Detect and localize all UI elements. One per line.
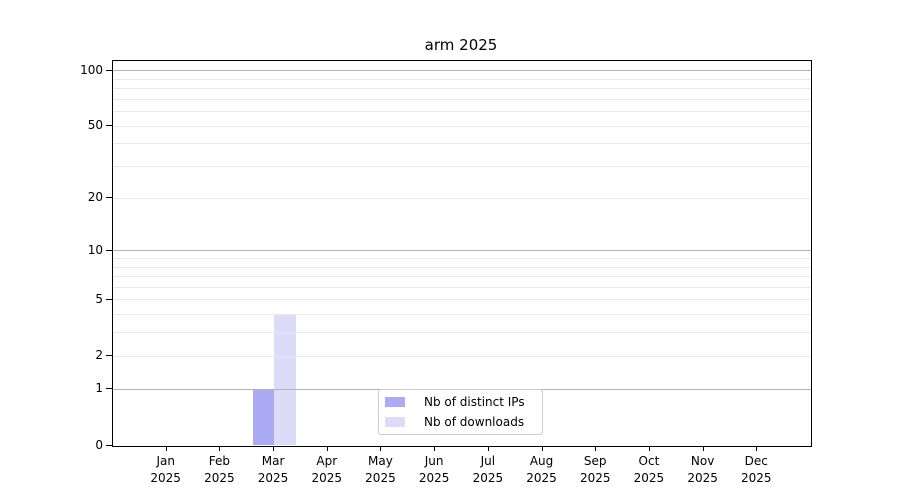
x-tick-label-year: 2025 bbox=[204, 470, 235, 485]
x-tick-label-year: 2025 bbox=[365, 470, 396, 485]
major-gridline bbox=[113, 250, 811, 252]
x-tick-label-month: Feb bbox=[208, 453, 230, 468]
y-tick-label: 0 bbox=[95, 437, 103, 452]
x-tick-label-year: 2025 bbox=[687, 470, 718, 485]
minor-gridline bbox=[113, 355, 811, 357]
minor-gridline bbox=[113, 125, 811, 127]
x-tick-label-year: 2025 bbox=[579, 470, 611, 485]
minor-gridline bbox=[113, 332, 811, 334]
y-tick-label: 5 bbox=[95, 291, 103, 306]
x-tick-label-year: 2025 bbox=[257, 470, 289, 485]
x-tick-label: Dec 2025 bbox=[728, 453, 784, 487]
x-tick-mark bbox=[165, 445, 167, 451]
y-tick-label: 1 bbox=[95, 381, 103, 396]
minor-gridline bbox=[113, 299, 811, 301]
legend-entry: Nb of downloads bbox=[385, 414, 536, 431]
x-tick-label-month: Jul bbox=[480, 453, 496, 468]
minor-gridline bbox=[113, 111, 811, 113]
x-tick-label: Nov 2025 bbox=[675, 453, 731, 487]
x-tick-label: Jun 2025 bbox=[406, 453, 462, 487]
x-tick-label-month: Dec bbox=[744, 453, 768, 468]
x-tick-label-month: Jun bbox=[424, 453, 444, 468]
x-tick-label-year: 2025 bbox=[741, 470, 772, 485]
x-tick-label-month: Sep bbox=[583, 453, 607, 468]
x-tick-label: Jul 2025 bbox=[460, 453, 516, 487]
x-tick-mark bbox=[702, 445, 704, 451]
plot-area bbox=[112, 59, 812, 447]
minor-gridline bbox=[113, 276, 811, 278]
x-tick-mark bbox=[756, 445, 758, 451]
x-tick-label-month: Nov bbox=[690, 453, 715, 468]
bar-nb-of-downloads bbox=[274, 314, 296, 446]
y-tick-label: 10 bbox=[87, 242, 103, 257]
chart-title: arm 2025 bbox=[424, 36, 498, 54]
y-tick-label: 2 bbox=[95, 348, 103, 363]
x-tick-label-year: 2025 bbox=[526, 470, 557, 485]
x-tick-mark bbox=[648, 445, 650, 451]
x-tick-mark bbox=[219, 445, 221, 451]
legend-label: Nb of downloads bbox=[424, 414, 525, 429]
legend-entry: Nb of distinct IPs bbox=[385, 394, 536, 411]
y-tick-mark bbox=[106, 197, 112, 199]
y-tick-label: 100 bbox=[80, 62, 103, 77]
y-tick-label: 20 bbox=[87, 190, 103, 205]
legend-label: Nb of distinct IPs bbox=[424, 395, 525, 410]
y-tick-label: 50 bbox=[87, 118, 103, 133]
minor-gridline bbox=[113, 143, 811, 145]
minor-gridline bbox=[113, 78, 811, 80]
y-tick-mark bbox=[106, 444, 112, 446]
x-tick-label-month: Apr bbox=[316, 453, 338, 468]
x-tick-label-month: Oct bbox=[638, 453, 660, 468]
x-tick-label: Apr 2025 bbox=[299, 453, 355, 487]
minor-gridline bbox=[113, 197, 811, 199]
legend-swatch bbox=[385, 397, 405, 408]
x-tick-label-year: 2025 bbox=[472, 470, 504, 485]
x-tick-label-year: 2025 bbox=[633, 470, 665, 485]
legend: Nb of distinct IPs Nb of downloads bbox=[378, 389, 543, 435]
x-tick-mark bbox=[273, 445, 275, 451]
y-tick-mark bbox=[106, 355, 112, 357]
x-tick-label-year: 2025 bbox=[311, 470, 343, 485]
y-tick-mark bbox=[106, 298, 112, 300]
legend-swatch bbox=[385, 416, 405, 427]
x-tick-mark bbox=[380, 445, 382, 451]
x-tick-label: May 2025 bbox=[352, 453, 408, 487]
x-tick-mark bbox=[326, 445, 328, 451]
x-tick-mark bbox=[487, 445, 489, 451]
x-tick-label-month: May bbox=[368, 453, 393, 468]
x-tick-label-month: Jan bbox=[156, 453, 175, 468]
y-tick-mark bbox=[106, 125, 112, 127]
major-gridline bbox=[113, 70, 811, 72]
x-tick-label: Sep 2025 bbox=[567, 453, 623, 487]
x-tick-mark bbox=[595, 445, 597, 451]
x-tick-label-year: 2025 bbox=[418, 470, 450, 485]
minor-gridline bbox=[113, 258, 811, 259]
x-tick-label: Jan 2025 bbox=[138, 453, 194, 487]
x-tick-mark bbox=[541, 445, 543, 451]
x-tick-label-month: Aug bbox=[529, 453, 554, 468]
minor-gridline bbox=[113, 286, 811, 288]
minor-gridline bbox=[113, 98, 811, 100]
y-tick-mark bbox=[106, 388, 112, 390]
minor-gridline bbox=[113, 88, 811, 90]
x-tick-label-month: Mar bbox=[261, 453, 285, 468]
x-tick-label: Aug 2025 bbox=[514, 453, 570, 487]
x-tick-mark bbox=[434, 445, 436, 451]
minor-gridline bbox=[113, 166, 811, 168]
y-tick-mark bbox=[106, 69, 112, 71]
y-tick-mark bbox=[106, 249, 112, 251]
x-tick-label: Feb 2025 bbox=[191, 453, 247, 487]
minor-gridline bbox=[113, 266, 811, 268]
bar-nb-of-distinct-ips bbox=[252, 389, 275, 446]
x-tick-label-year: 2025 bbox=[150, 470, 181, 485]
x-tick-label: Oct 2025 bbox=[621, 453, 677, 487]
minor-gridline bbox=[113, 314, 811, 316]
x-tick-label: Mar 2025 bbox=[245, 453, 301, 487]
